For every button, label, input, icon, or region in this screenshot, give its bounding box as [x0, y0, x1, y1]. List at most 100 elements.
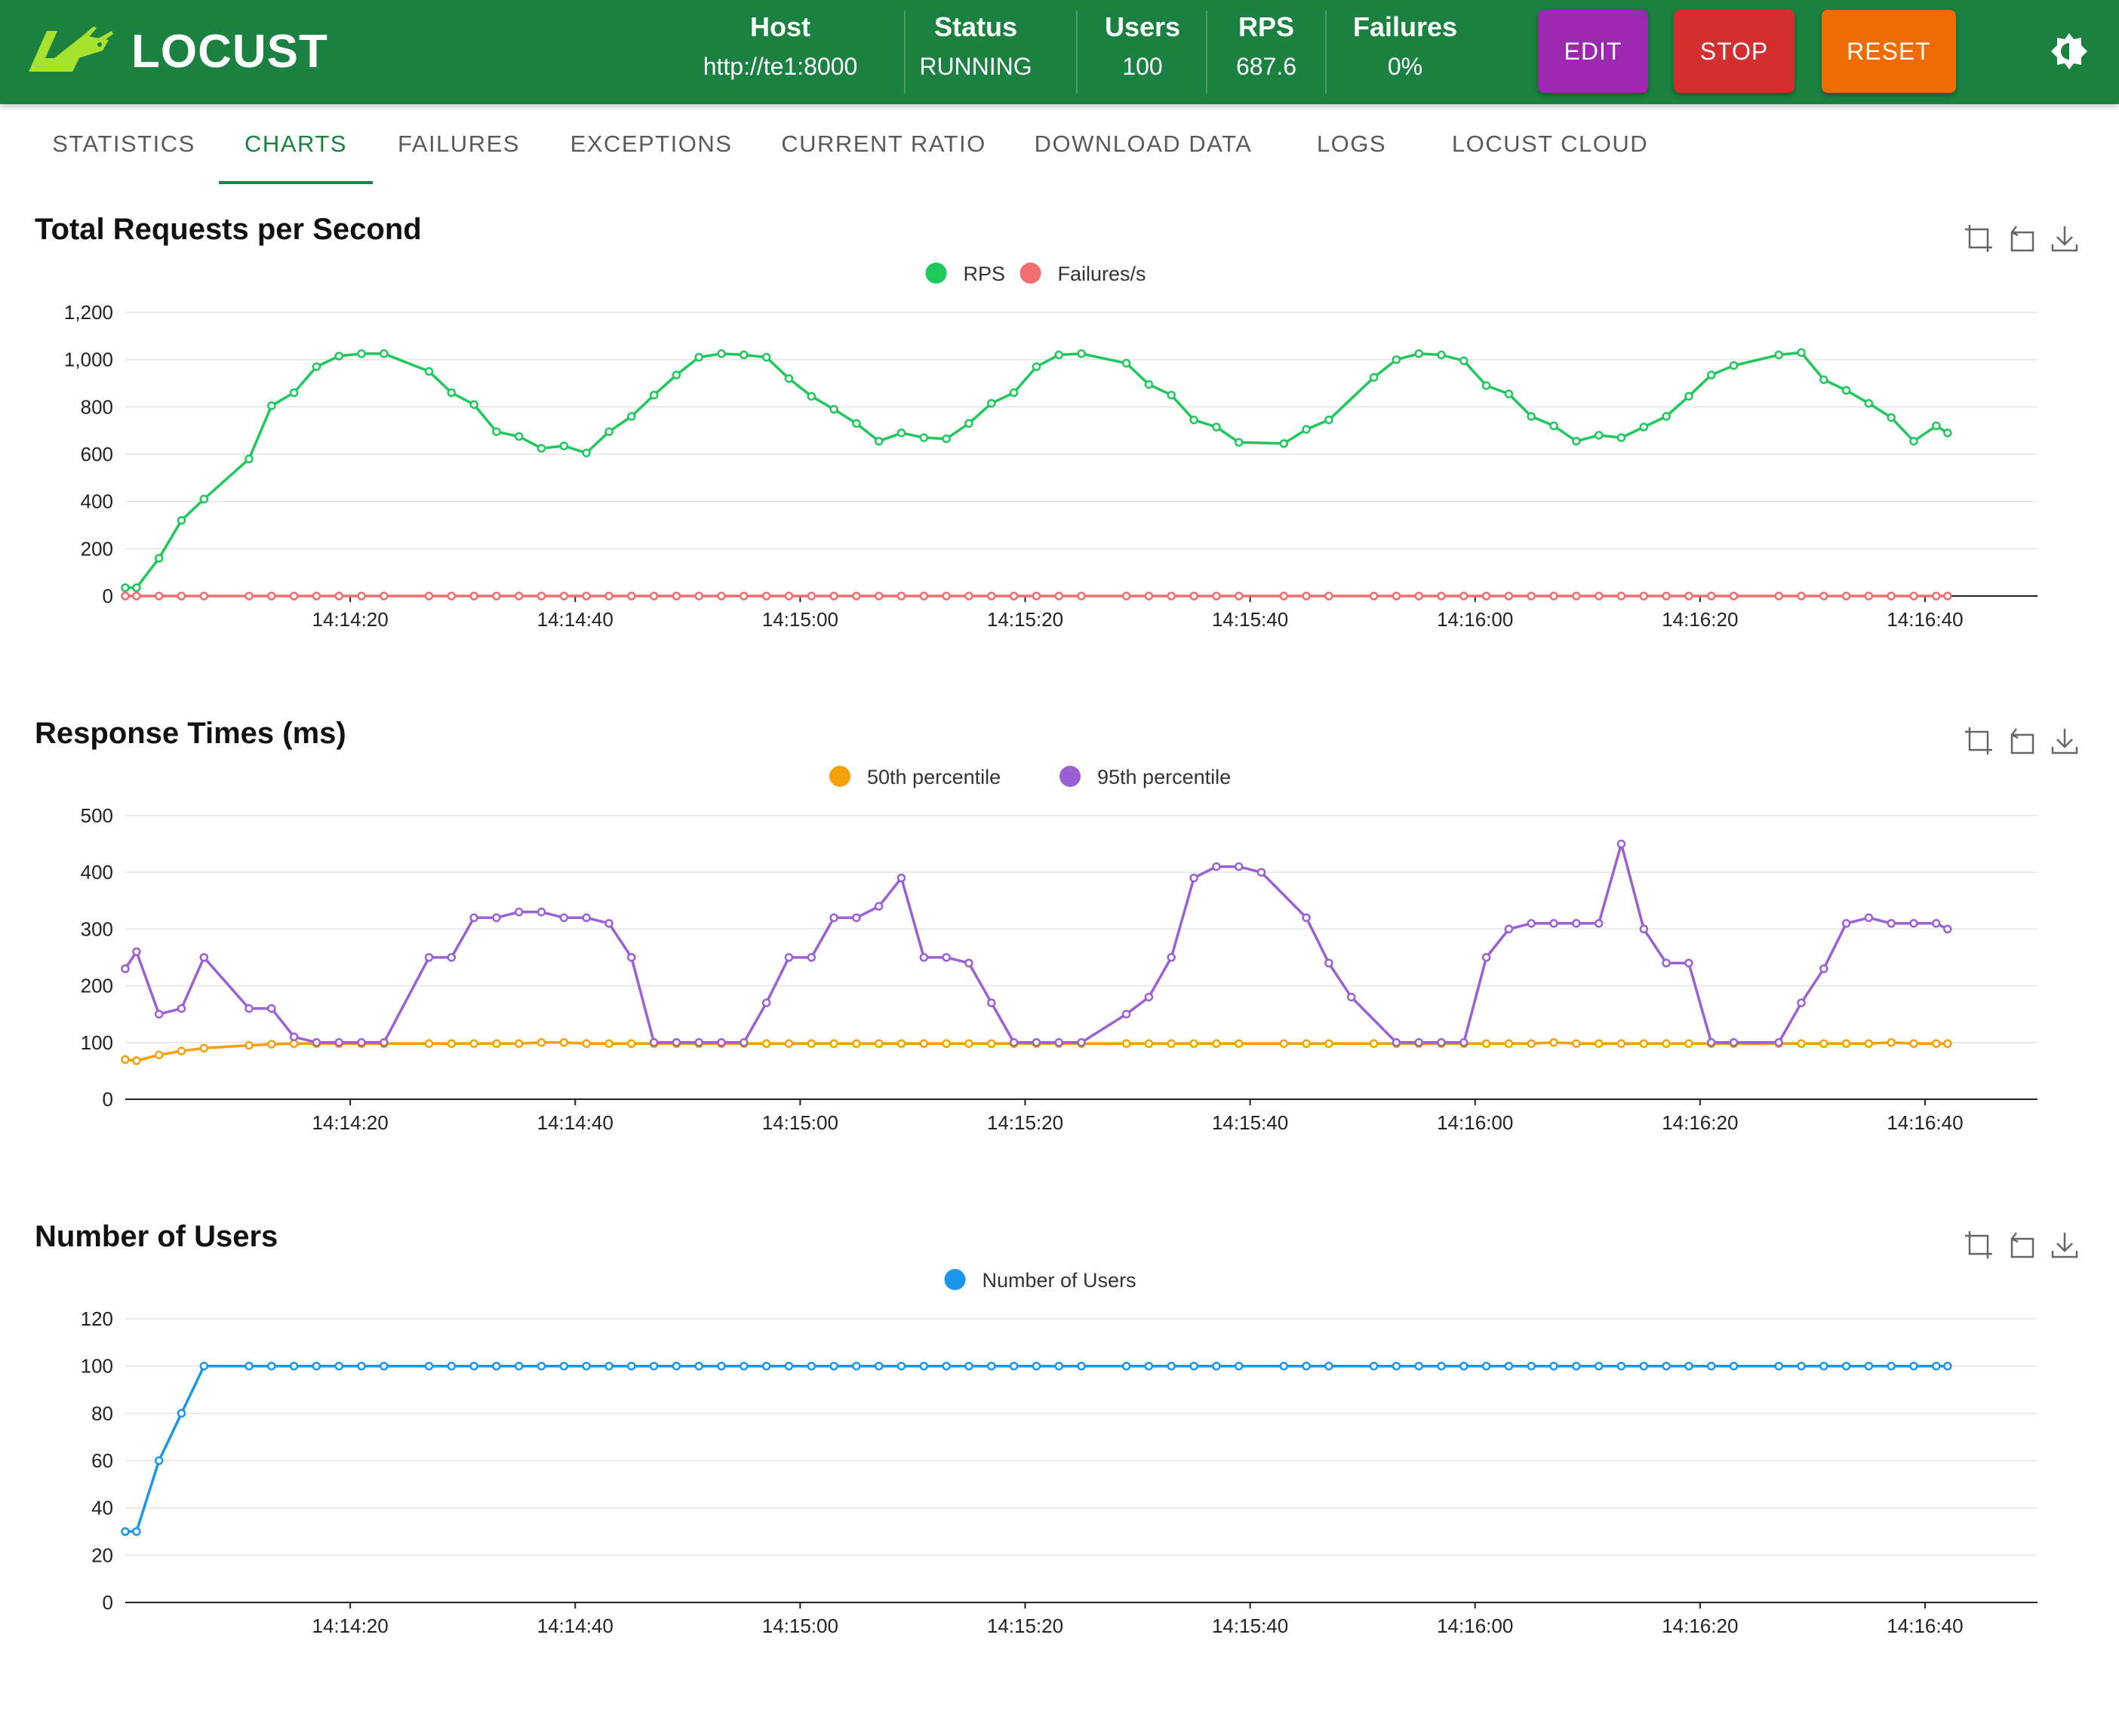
data-point	[492, 1361, 501, 1371]
response-times-chart[interactable]: 50th percentile 95th percentile 0 100 200 300…	[0, 752, 2119, 1152]
data-point	[1212, 591, 1221, 601]
data-point	[852, 1039, 861, 1049]
data-point	[1032, 1361, 1041, 1371]
download-icon[interactable]	[2050, 223, 2080, 253]
zoom-icon[interactable]	[1964, 1230, 1994, 1260]
data-point	[1819, 375, 1828, 385]
restore-icon[interactable]	[2007, 726, 2038, 756]
data-point	[1279, 439, 1289, 448]
data-point	[1527, 919, 1536, 928]
tab-bar: STATISTICS CHARTS FAILURES EXCEPTIONS CU…	[0, 104, 2119, 187]
data-point	[1279, 1361, 1289, 1371]
data-point	[896, 429, 906, 438]
restore-icon[interactable]	[2007, 223, 2038, 253]
series-line	[125, 351, 1948, 589]
data-point	[312, 362, 321, 371]
download-icon[interactable]	[2050, 1230, 2080, 1260]
data-point	[627, 953, 636, 962]
data-point	[469, 1361, 478, 1371]
data-point	[1302, 1039, 1311, 1049]
data-point	[537, 1038, 546, 1047]
data-point	[244, 1003, 254, 1013]
tab-failures[interactable]: FAILURES	[398, 131, 520, 157]
data-point	[604, 1039, 614, 1049]
zoom-icon[interactable]	[1964, 223, 1994, 253]
data-point	[289, 1361, 299, 1371]
data-point	[537, 591, 546, 601]
y-tick-label: 0	[103, 585, 113, 607]
restore-icon[interactable]	[2007, 1230, 2038, 1260]
data-point	[649, 1038, 659, 1047]
failures-value: 0%	[1387, 53, 1423, 80]
data-point	[919, 1361, 929, 1371]
data-point	[424, 367, 434, 376]
users-chart[interactable]: Number of Users 0 20 40 60 80 100 120 14:14:20 14…	[0, 1255, 2119, 1655]
data-point	[874, 591, 884, 601]
tab-exceptions[interactable]: EXCEPTIONS	[570, 131, 733, 157]
data-point	[987, 398, 996, 408]
data-point	[1527, 1039, 1536, 1049]
x-tick-label: 14:16:20	[1662, 1615, 1738, 1637]
download-icon[interactable]	[2050, 726, 2080, 756]
data-point	[1572, 1361, 1581, 1371]
data-point	[1729, 1038, 1739, 1047]
data-point	[761, 1039, 771, 1049]
chart-title: Response Times (ms)	[35, 717, 346, 750]
data-point	[1167, 953, 1176, 962]
data-point	[1774, 1038, 1783, 1047]
zoom-icon[interactable]	[1964, 726, 1994, 756]
edit-button[interactable]: EDIT	[1538, 10, 1648, 93]
data-point	[267, 591, 276, 601]
tab-charts[interactable]: CHARTS	[244, 131, 347, 157]
x-tick-label: 14:15:40	[1212, 1111, 1288, 1134]
x-tick-label: 14:15:20	[987, 1111, 1063, 1134]
data-point	[1616, 1361, 1626, 1371]
divider	[1325, 11, 1327, 94]
stop-button[interactable]: STOP	[1674, 10, 1795, 93]
data-point	[1167, 591, 1176, 601]
legend-marker	[944, 1269, 966, 1290]
brightness-icon[interactable]	[2050, 32, 2089, 71]
x-tick-label: 14:16:40	[1887, 608, 1963, 631]
data-point	[1527, 591, 1536, 601]
data-point	[582, 591, 591, 601]
reset-button[interactable]: RESET	[1822, 10, 1956, 93]
tab-statistics[interactable]: STATISTICS	[52, 131, 195, 157]
data-point	[154, 1009, 164, 1019]
data-point	[1077, 349, 1086, 358]
data-point	[896, 1039, 906, 1049]
tab-download-data[interactable]: DOWNLOAD DATA	[1034, 131, 1253, 157]
data-point	[740, 1038, 749, 1047]
locust-logo[interactable]: LOCUST	[24, 21, 328, 81]
tab-locust-cloud[interactable]: LOCUST CLOUD	[1451, 131, 1649, 157]
data-point	[582, 1361, 591, 1371]
data-point	[717, 1038, 726, 1047]
x-tick-label: 14:16:00	[1437, 1111, 1513, 1134]
data-point	[1212, 862, 1221, 871]
data-point	[289, 388, 299, 398]
data-point	[1887, 1038, 1896, 1047]
active-tab-indicator	[219, 181, 373, 184]
data-point	[514, 432, 524, 441]
x-tick-label: 14:15:40	[1212, 608, 1288, 631]
data-point	[154, 554, 164, 563]
data-point	[1121, 1039, 1131, 1049]
data-point	[896, 1361, 906, 1371]
rps-chart[interactable]: RPS Failures/s 0 200 400 600 800 1,000 1,200 14:1…	[0, 249, 2119, 649]
data-point	[987, 1039, 996, 1049]
data-point	[964, 419, 973, 429]
logo-text: LOCUST	[131, 25, 328, 78]
y-tick-label: 200	[81, 975, 113, 997]
data-point	[1729, 361, 1739, 370]
host-stat: Host http://te1:8000	[694, 9, 866, 97]
tab-logs[interactable]: LOGS	[1316, 131, 1387, 157]
x-tick-label: 14:14:20	[312, 1615, 389, 1637]
data-point	[1841, 1361, 1851, 1371]
tab-current-ratio[interactable]: CURRENT RATIO	[781, 131, 986, 157]
data-point	[829, 404, 838, 414]
data-point	[649, 390, 659, 400]
data-point	[919, 953, 929, 962]
y-tick-label: 1,200	[64, 301, 113, 324]
data-point	[1706, 1361, 1716, 1371]
data-point	[784, 1361, 794, 1371]
